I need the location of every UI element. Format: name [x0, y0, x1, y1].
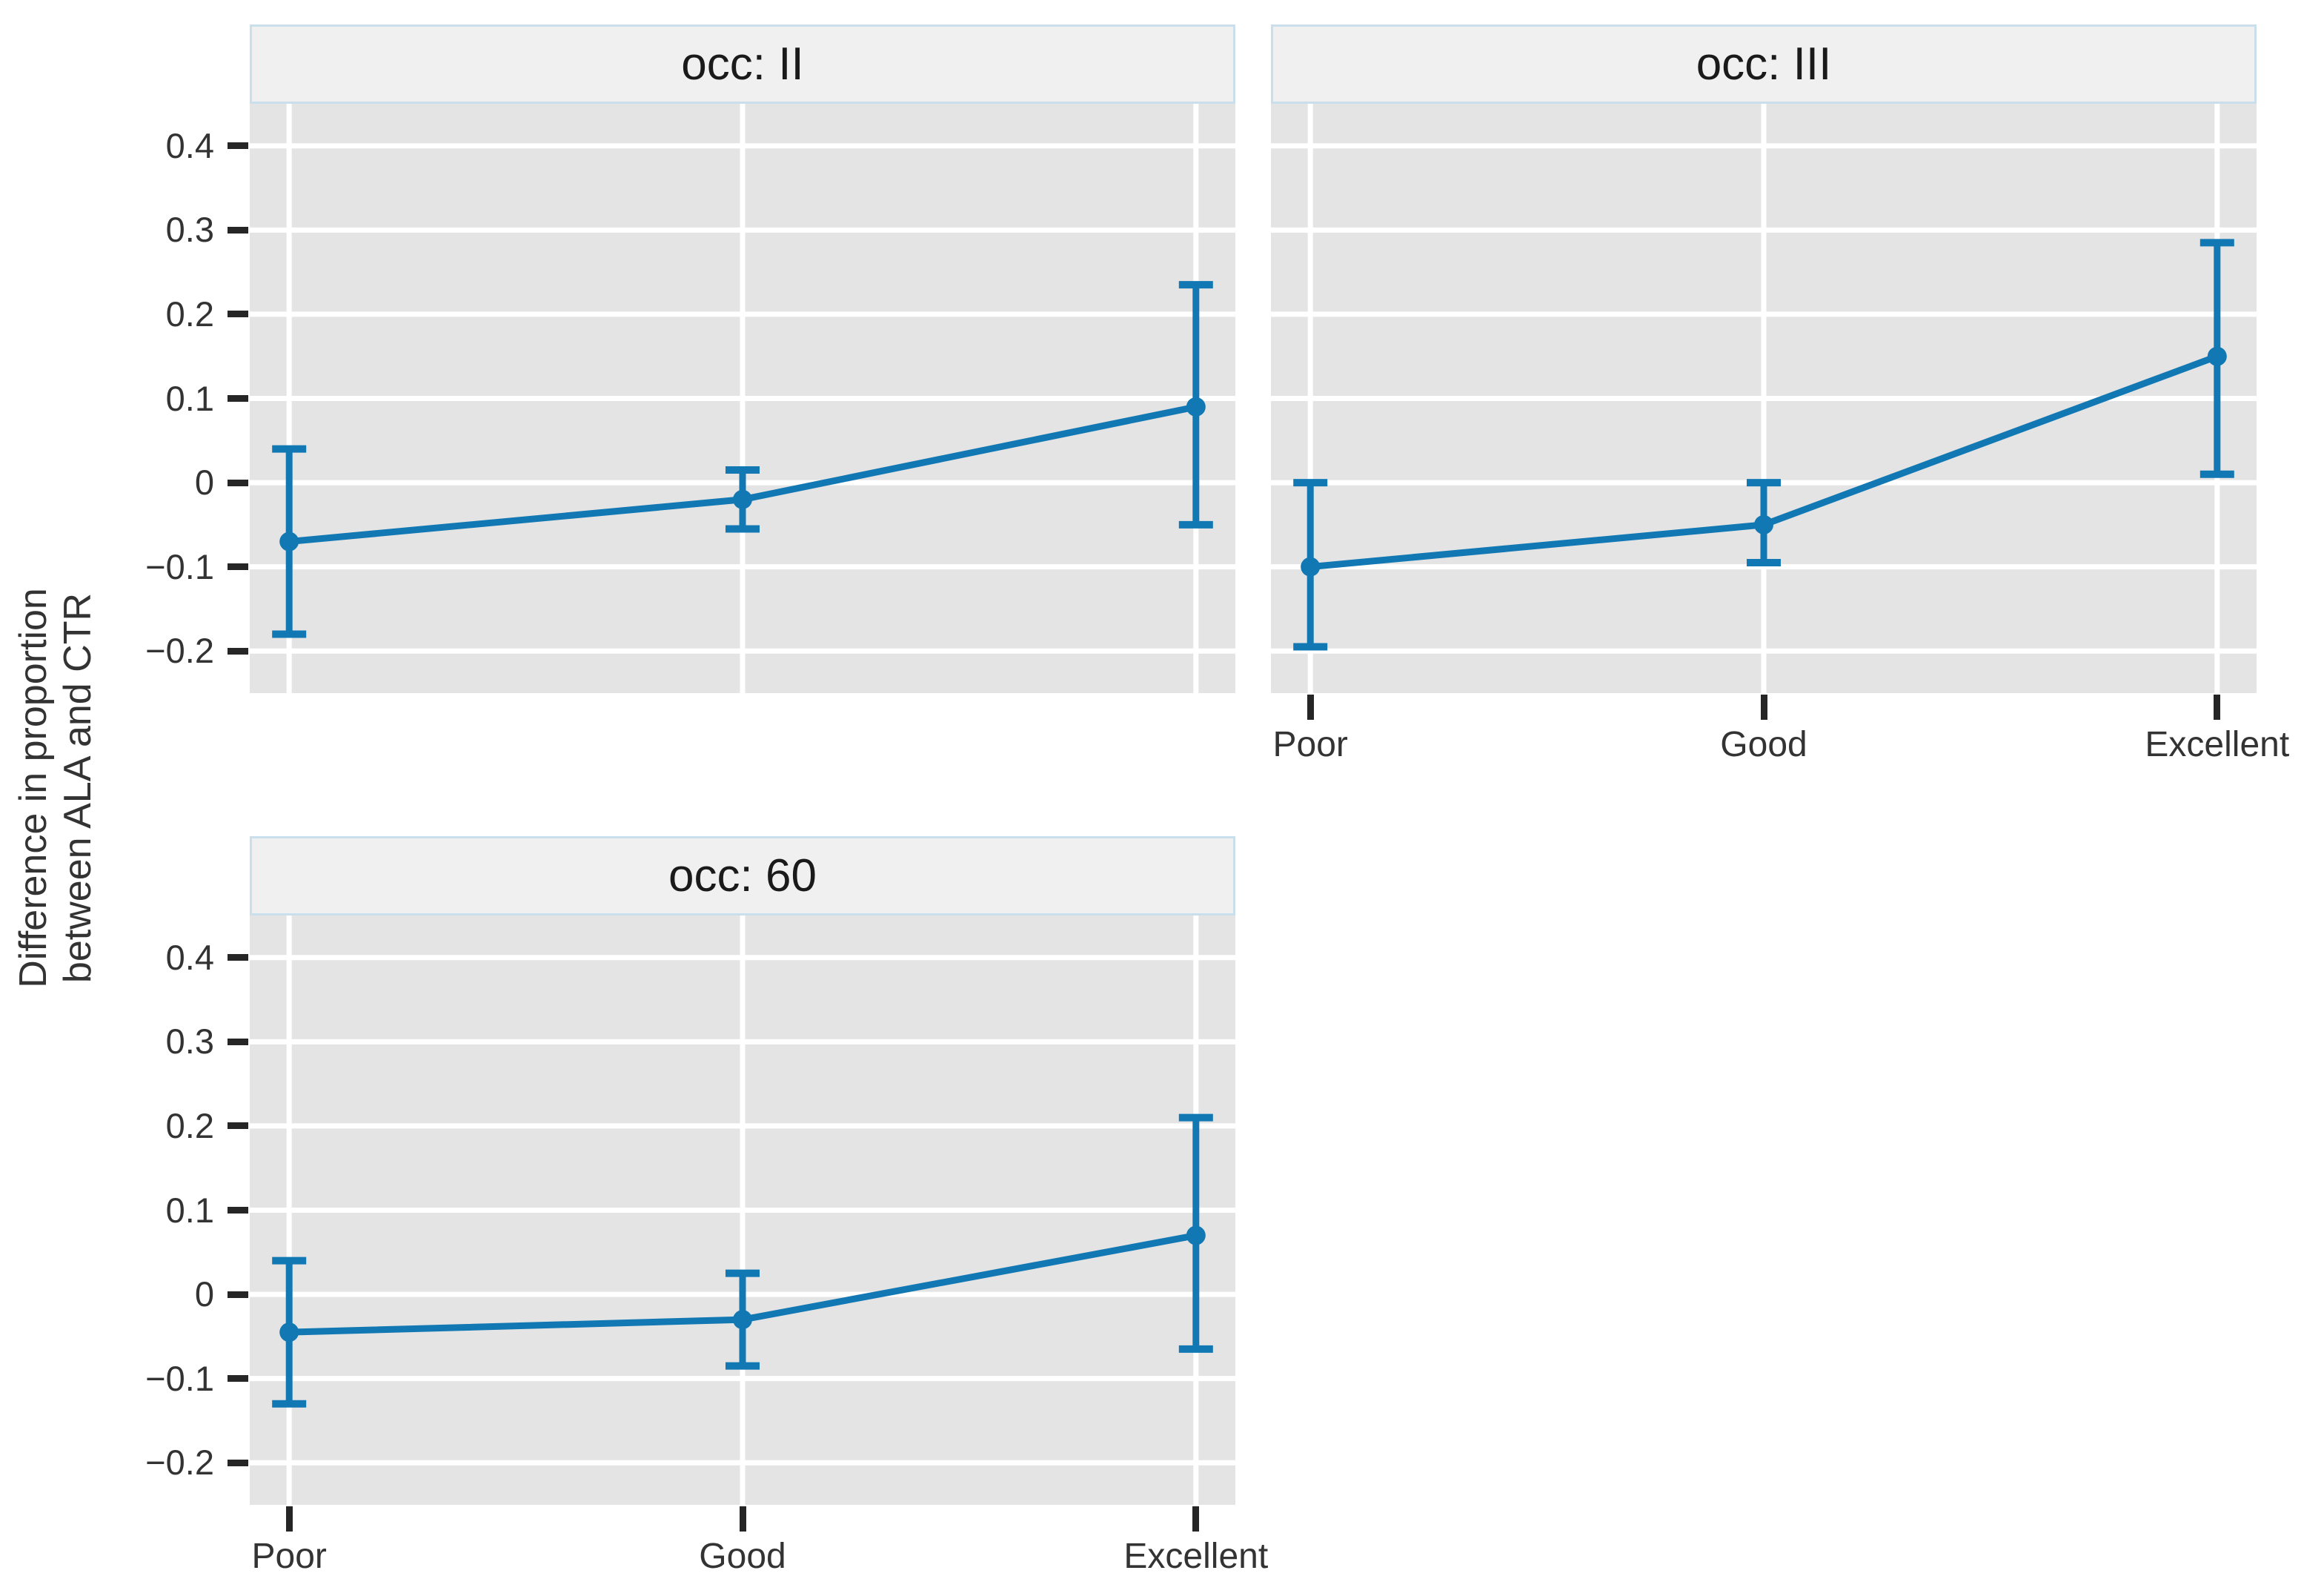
- facet-plot-area: [1271, 104, 2257, 693]
- data-point: [1754, 514, 1773, 534]
- y-tick-label: 0.2: [165, 1105, 214, 1145]
- y-tick-label: 0: [194, 463, 214, 503]
- facet-plot-area: [250, 916, 1235, 1505]
- facet-title: occ: II: [681, 39, 804, 90]
- y-tick-label: 0.4: [165, 937, 214, 977]
- data-point: [2207, 346, 2227, 366]
- x-tick-label: Poor: [251, 1537, 327, 1576]
- y-tick-mark: [228, 479, 248, 486]
- y-tick-mark: [228, 226, 248, 234]
- y-tick-mark: [228, 647, 248, 655]
- facet-strip: occ: 60: [250, 836, 1235, 916]
- x-tick-label: Good: [699, 1537, 786, 1576]
- y-tick-mark: [228, 954, 248, 961]
- data-point: [733, 489, 752, 509]
- y-tick-label: 0.1: [165, 378, 214, 418]
- x-tick-mark: [1192, 1506, 1200, 1532]
- data-point: [279, 1322, 299, 1342]
- y-tick-label: 0.2: [165, 294, 214, 334]
- y-tick-label: 0.3: [165, 1022, 214, 1062]
- y-tick-mark: [228, 563, 248, 571]
- y-tick-label: −0.2: [145, 1443, 214, 1483]
- y-tick-label: 0.4: [165, 125, 214, 165]
- y-tick-mark: [228, 1291, 248, 1298]
- facet-title: occ: 60: [668, 850, 817, 901]
- x-tick-label: Excellent: [1123, 1537, 1269, 1576]
- y-tick-mark: [228, 1038, 248, 1045]
- y-tick-label: 0.1: [165, 1190, 214, 1230]
- y-tick-mark: [228, 311, 248, 318]
- y-tick-label: −0.2: [145, 631, 214, 671]
- x-tick-label: Poor: [1272, 725, 1348, 764]
- data-point: [1186, 1225, 1206, 1245]
- facet-title: occ: III: [1696, 39, 1832, 90]
- x-tick-label: Good: [1720, 725, 1807, 764]
- y-tick-mark: [228, 1122, 248, 1130]
- facet-strip: occ: III: [1271, 24, 2257, 104]
- y-tick-label: −0.1: [145, 1358, 214, 1398]
- x-tick-mark: [285, 1506, 293, 1532]
- y-tick-mark: [228, 142, 248, 150]
- facet-plot-area: [250, 104, 1235, 693]
- y-tick-mark: [228, 1207, 248, 1214]
- data-point: [733, 1310, 752, 1330]
- x-tick-mark: [1760, 695, 1767, 720]
- data-point: [1186, 397, 1206, 417]
- y-tick-label: 0: [194, 1274, 214, 1314]
- y-tick-mark: [228, 1459, 248, 1466]
- x-tick-label: Excellent: [2145, 725, 2290, 764]
- facet-strip: occ: II: [250, 24, 1235, 104]
- y-tick-mark: [228, 1375, 248, 1383]
- x-tick-mark: [739, 1506, 746, 1532]
- data-point: [279, 532, 299, 552]
- y-tick-label: 0.3: [165, 210, 214, 250]
- x-tick-mark: [1307, 695, 1314, 720]
- x-tick-mark: [2214, 695, 2221, 720]
- data-point: [1301, 557, 1321, 577]
- y-tick-label: −0.1: [145, 546, 214, 586]
- y-tick-mark: [228, 395, 248, 402]
